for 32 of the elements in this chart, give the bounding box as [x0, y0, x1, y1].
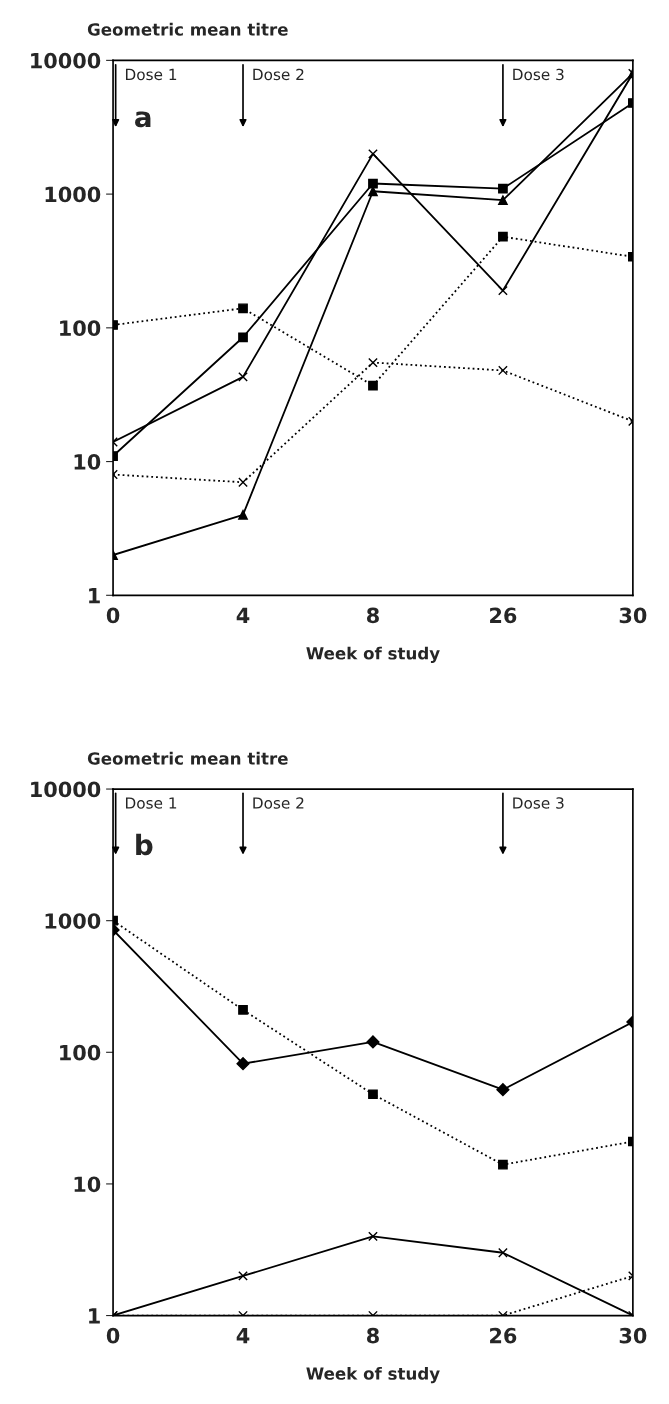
x-axis-title: Week of study: [306, 646, 440, 663]
x-tick-label: 0: [106, 607, 120, 624]
y-tick-label: 100: [60, 1044, 101, 1061]
x-tick-label: 0: [106, 1327, 120, 1344]
x-tick-label: 8: [366, 1327, 379, 1344]
y-tick-label: 10000: [31, 52, 101, 69]
y-tick-label: 1000: [45, 186, 101, 203]
y-axis-title: Geometric mean titre: [87, 22, 288, 36]
y-tick-label: 100: [60, 320, 101, 337]
annotation: Dose 2: [253, 68, 304, 81]
y-tick-label: 1000: [45, 913, 101, 929]
x-tick-label: 4: [236, 1327, 250, 1344]
annotation: Dose 2: [253, 797, 304, 809]
y-tick-label: 10: [74, 454, 101, 470]
annotation: Dose 3: [513, 797, 564, 809]
y-axis-title: Geometric mean titre: [87, 751, 288, 765]
x-tick-label: 8: [366, 607, 379, 624]
x-tick-label: 26: [490, 1327, 517, 1344]
annotation: Dose 3: [513, 68, 564, 81]
annotation: a: [135, 111, 151, 128]
x-axis-title: Week of study: [306, 1366, 440, 1384]
annotation: Dose 1: [126, 68, 177, 81]
x-tick-label: 26: [490, 607, 517, 624]
y-tick-label: 1: [89, 588, 100, 604]
x-tick-label: 4: [236, 607, 250, 623]
annotation: Dose 1: [126, 797, 177, 809]
y-tick-label: 10000: [31, 781, 101, 798]
x-tick-label: 30: [619, 1327, 647, 1344]
annotation: b: [136, 833, 153, 856]
y-tick-label: 1: [89, 1308, 100, 1324]
x-tick-label: 30: [619, 607, 647, 624]
y-tick-label: 10: [74, 1176, 101, 1193]
